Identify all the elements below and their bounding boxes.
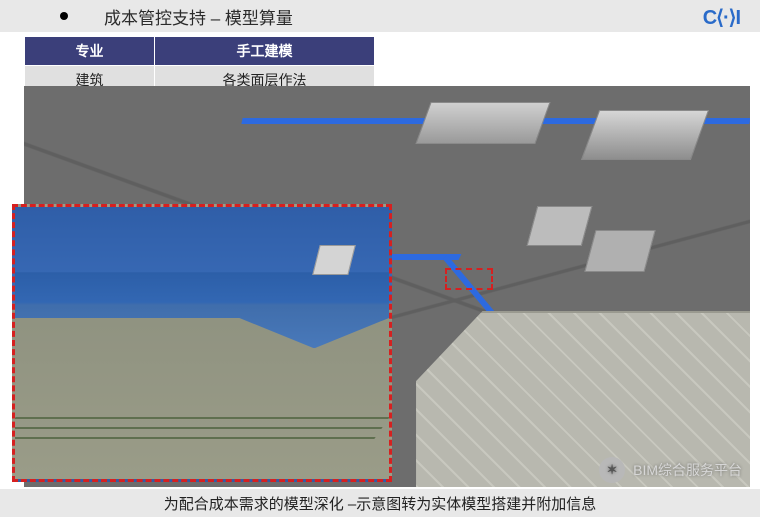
- slide-header: 成本管控支持 – 模型算量 C⟨·⟩I: [0, 0, 760, 32]
- table-header-cell: 手工建模: [155, 37, 375, 66]
- detail-callout-view: [12, 204, 392, 482]
- brand-logo: C⟨·⟩I: [703, 5, 740, 30]
- footer-caption-bar: 为配合成本需求的模型深化 –示意图转为实体模型搭建并附加信息: [0, 489, 760, 517]
- wechat-icon: ✶: [599, 457, 625, 483]
- highlight-marker: [445, 268, 493, 290]
- table-header-cell: 专业: [25, 37, 155, 66]
- building-block: [527, 206, 593, 246]
- bullet-icon: [60, 12, 68, 20]
- watermark: ✶ BIM综合服务平台: [599, 457, 742, 483]
- detail-floor-lines: [14, 417, 389, 419]
- watermark-text: BIM综合服务平台: [633, 460, 742, 480]
- footer-caption: 为配合成本需求的模型深化 –示意图转为实体模型搭建并附加信息: [164, 493, 597, 514]
- detail-viewcube-icon: [312, 245, 355, 275]
- detail-curb-layer: [15, 272, 389, 348]
- building-block: [581, 110, 709, 160]
- slide-title: 成本管控支持 – 模型算量: [104, 4, 293, 29]
- building-block: [416, 102, 551, 144]
- table-header-row: 专业 手工建模: [25, 37, 375, 66]
- building-block: [585, 230, 656, 272]
